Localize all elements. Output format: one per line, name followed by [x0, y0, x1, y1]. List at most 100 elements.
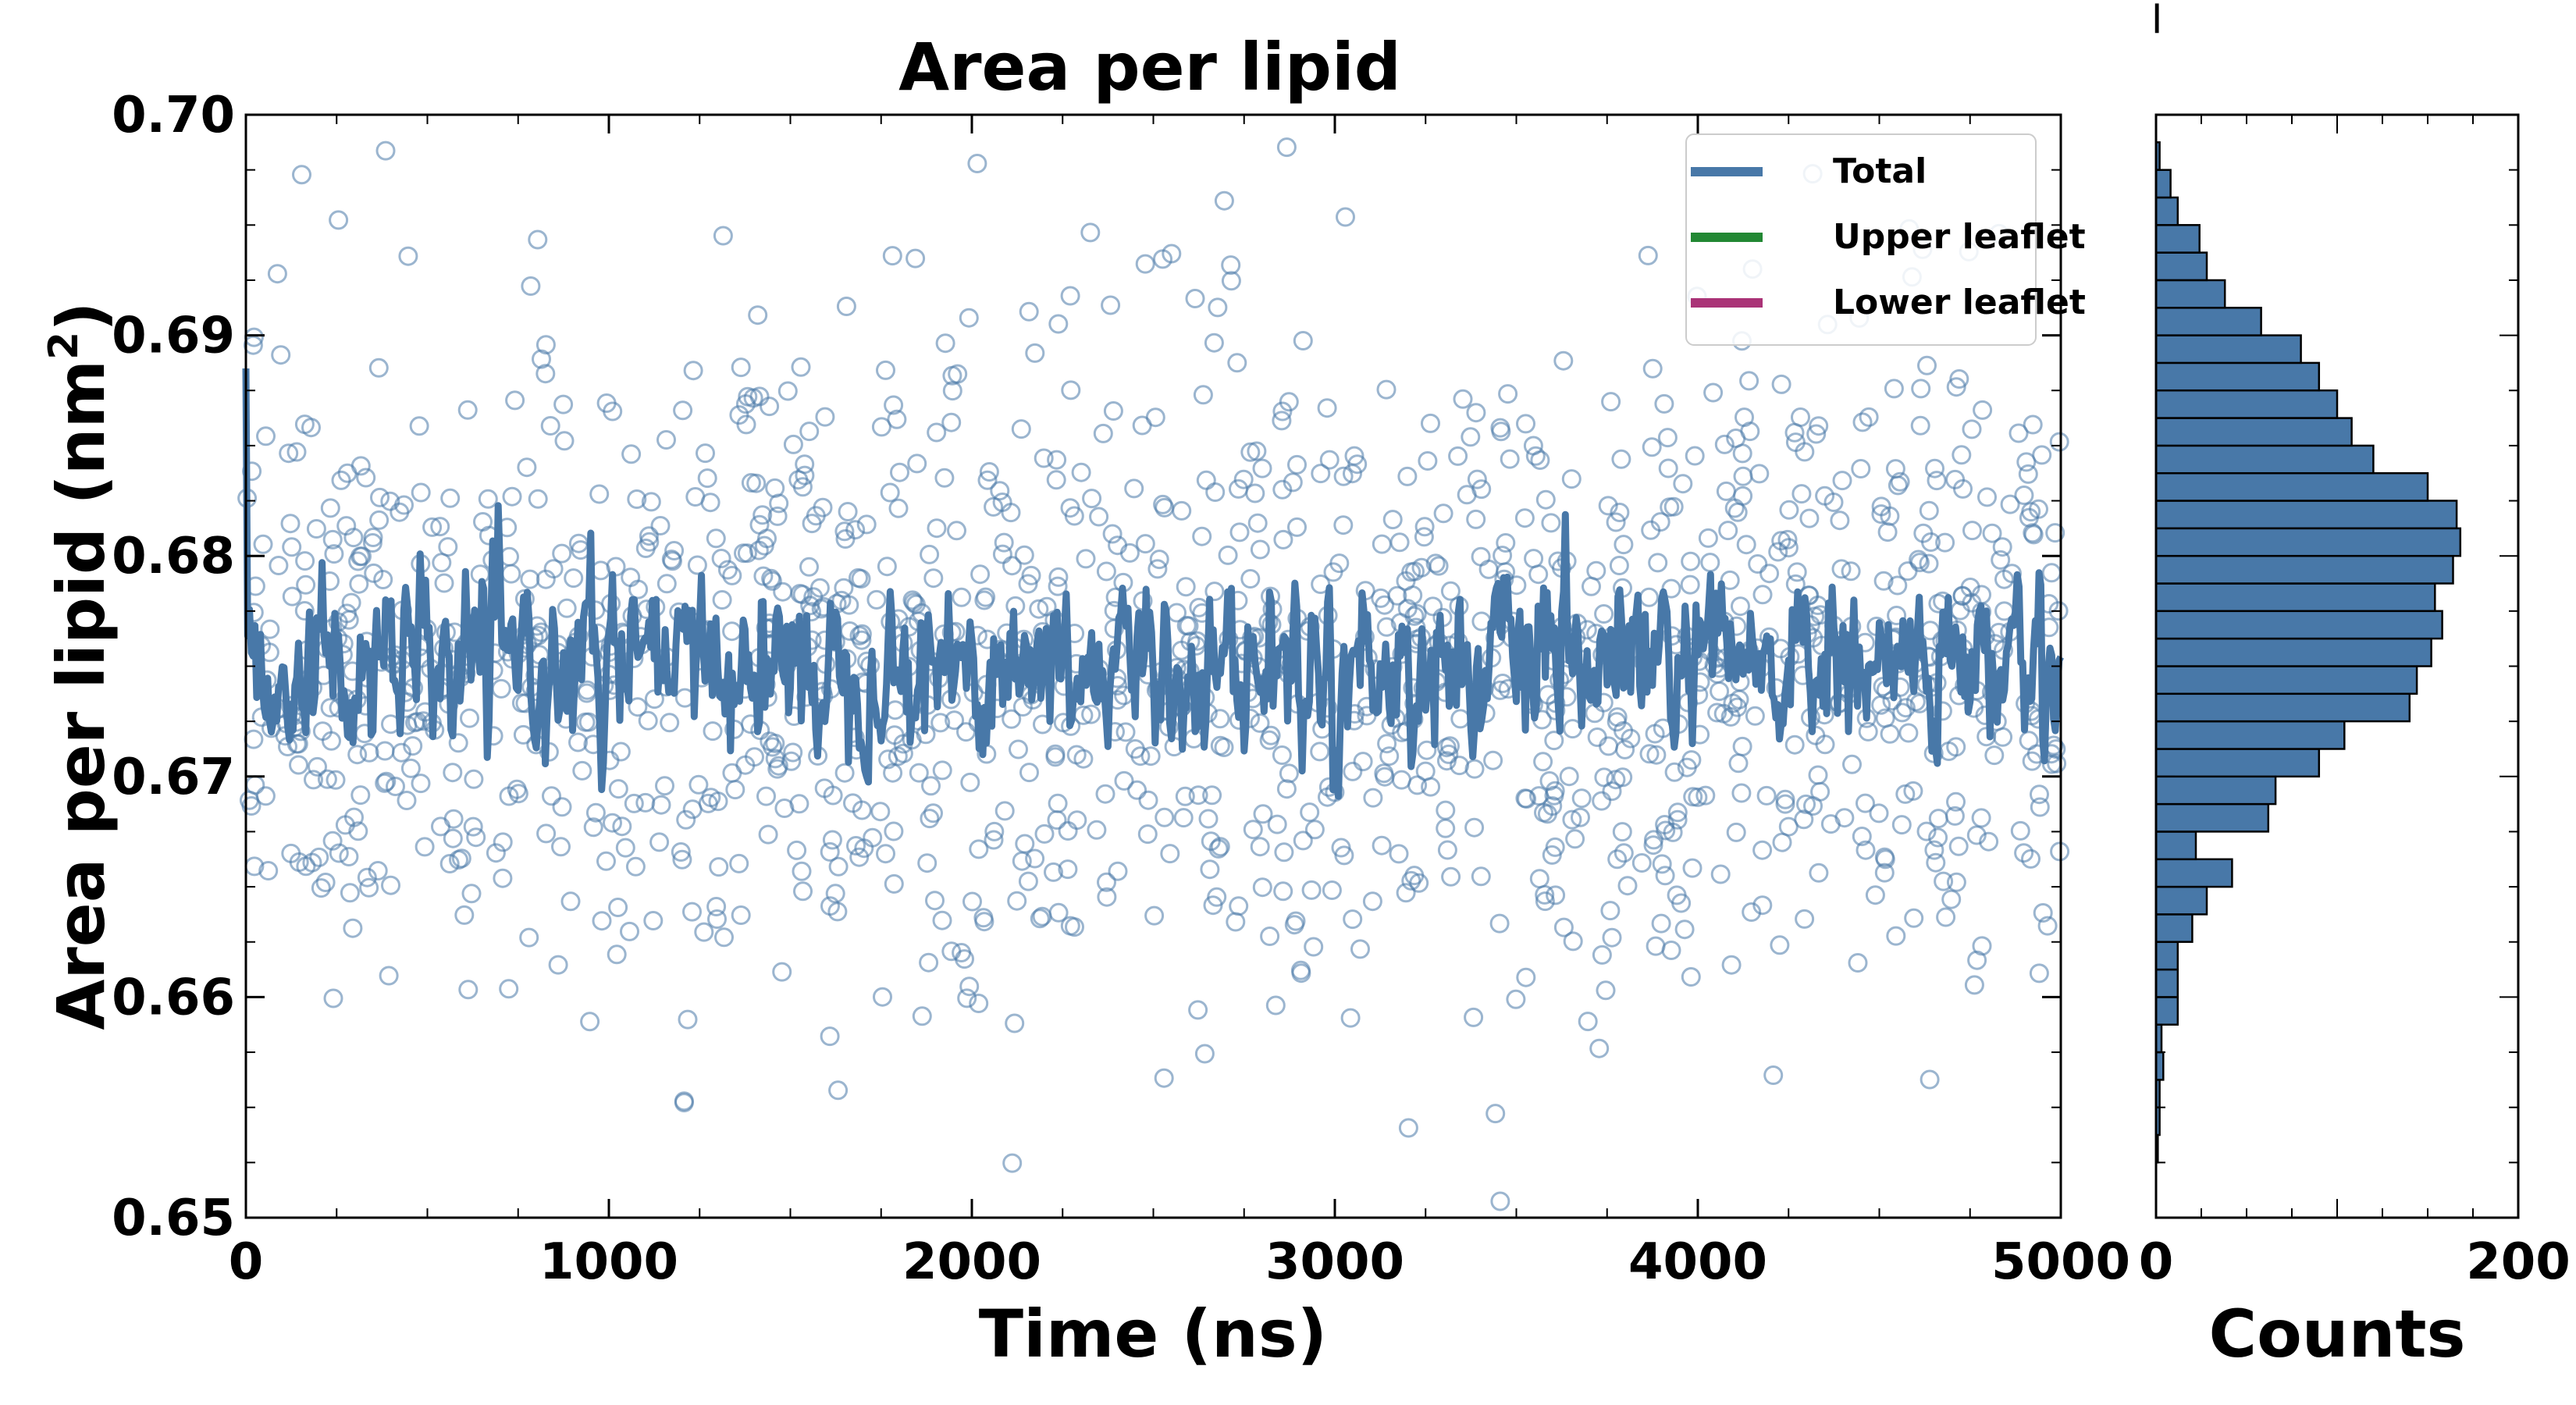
scatter-point: [674, 1093, 694, 1113]
scatter-point: [1545, 837, 1565, 857]
scatter-point: [694, 922, 714, 942]
scatter-point: [1272, 745, 1292, 765]
scatter-point: [1571, 807, 1590, 827]
scatter-point: [1871, 504, 1891, 525]
scatter-point: [1461, 427, 1481, 447]
histogram-bar: [2154, 720, 2346, 750]
scatter-point: [1333, 515, 1354, 535]
scatter-point: [1768, 542, 1788, 562]
scatter-point: [1852, 827, 1872, 846]
scatter-point: [312, 721, 333, 742]
scatter-point: [1387, 585, 1407, 606]
scatter-point: [2019, 731, 2039, 751]
scatter-point: [1101, 295, 1121, 315]
scatter-point: [1095, 784, 1115, 804]
scatter-point: [1060, 286, 1080, 306]
scatter-point: [1200, 859, 1220, 880]
scatter-point: [411, 774, 431, 794]
scatter-point: [1127, 780, 1147, 800]
scatter-point: [1080, 222, 1101, 243]
scatter-point: [1859, 407, 1879, 427]
scatter-point: [773, 582, 793, 602]
y-tick-label: 0.69: [112, 308, 235, 365]
legend: Total Upper leaflet Lower leaflet: [1685, 133, 2086, 346]
scatter-point: [1617, 876, 1638, 896]
scatter-point: [460, 708, 479, 728]
scatter-point: [1001, 503, 1021, 523]
scatter-point: [286, 442, 307, 462]
scatter-point: [1046, 470, 1066, 490]
scatter-point: [736, 414, 756, 435]
scatter-point: [1317, 398, 1337, 418]
y-axis-label: Area per lipid (nm2): [41, 301, 119, 1030]
scatter-point: [768, 756, 788, 776]
scatter-point: [443, 763, 463, 783]
scatter-point: [635, 792, 656, 813]
scatter-point: [1724, 498, 1745, 518]
scatter-point: [709, 857, 729, 877]
scatter-point: [260, 619, 280, 639]
scatter-point: [1340, 1008, 1361, 1028]
scatter-point: [1895, 698, 1916, 718]
scatter-point: [1880, 724, 1900, 744]
scatter-point: [394, 495, 414, 515]
scatter-point: [930, 713, 951, 733]
hist-x-tick-label: 0: [2139, 1233, 2174, 1291]
scatter-point: [1087, 820, 1107, 840]
line-series-total: [242, 368, 2064, 800]
scatter-point: [461, 884, 482, 904]
scatter-point: [970, 564, 991, 585]
scatter-point: [1411, 557, 1432, 578]
scatter-point: [397, 791, 417, 810]
scatter-point: [434, 573, 454, 593]
scatter-point: [1535, 891, 1555, 912]
scatter-point: [502, 486, 522, 507]
scatter-point: [1763, 1065, 1784, 1085]
scatter-point: [258, 861, 279, 880]
scatter-point: [1353, 752, 1373, 772]
scatter-point: [941, 941, 962, 962]
scatter-point: [1928, 809, 1948, 829]
scatter-point: [1363, 788, 1383, 808]
scatter-point: [519, 927, 539, 948]
scatter-point: [1014, 545, 1034, 565]
legend-frame: [1685, 133, 2037, 346]
scatter-point: [294, 414, 315, 435]
scatter-point: [884, 395, 904, 415]
histogram-bar: [2154, 610, 2443, 640]
scatter-point: [1726, 822, 1746, 842]
scatter-point: [1389, 844, 1409, 864]
scatter-point: [706, 897, 727, 916]
scatter-point: [1173, 808, 1194, 828]
scatter-point: [672, 849, 692, 870]
scatter-point: [2016, 452, 2037, 472]
scatter-point: [1103, 401, 1123, 421]
scatter-point: [1409, 873, 1429, 893]
scatter-point: [1925, 458, 1944, 478]
scatter-point: [1260, 927, 1280, 946]
scatter-point: [1188, 785, 1208, 806]
scatter-point: [1946, 737, 1966, 757]
scatter-point: [1467, 469, 1487, 489]
scatter-point: [756, 786, 776, 806]
chart-title: Area per lipid: [898, 29, 1401, 105]
histogram-bar: [2154, 913, 2194, 943]
scatter-point: [432, 553, 452, 573]
main-plot-area: 0 1000 2000 3000 4000 5000 0.65 0.66 0.67 0.68 0.6…: [112, 87, 2130, 1291]
scatter-point: [1012, 851, 1032, 871]
scatter-point: [1450, 709, 1471, 729]
scatter-point: [1336, 207, 1355, 227]
scatter-point: [557, 598, 577, 618]
scatter-point: [1982, 523, 2002, 543]
scatter-point: [1464, 759, 1485, 779]
scatter-point: [729, 853, 749, 873]
scatter-point: [731, 357, 751, 378]
scatter-point: [1544, 785, 1564, 806]
scatter-point: [660, 713, 680, 733]
scatter-point: [398, 246, 418, 266]
scatter-point: [1483, 750, 1503, 770]
scatter-point: [1514, 508, 1535, 528]
scatter-point: [1913, 523, 1934, 543]
scatter-point: [783, 742, 803, 763]
scatter-point: [1433, 503, 1453, 524]
